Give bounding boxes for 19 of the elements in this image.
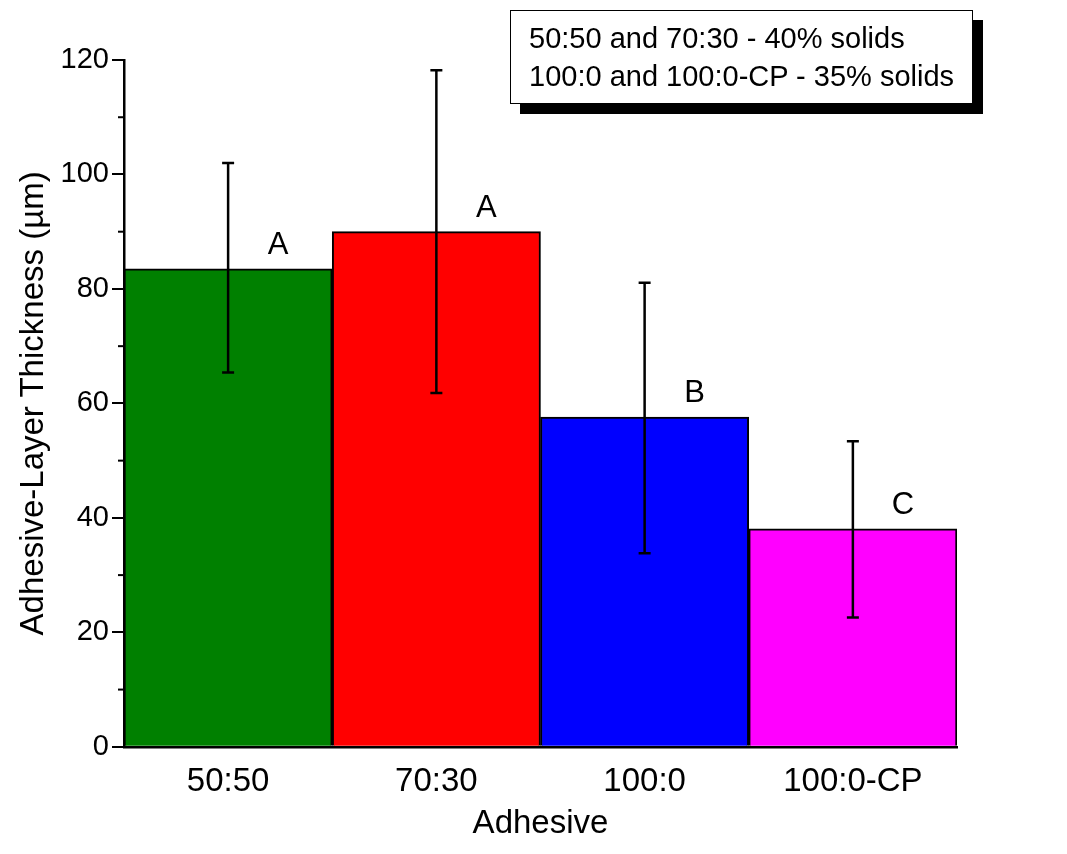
x-tick-label: 100:0-CP bbox=[783, 760, 923, 798]
y-tick-label: 20 bbox=[76, 614, 109, 647]
y-tick-label: 120 bbox=[60, 42, 109, 74]
text: 50:50 and 70:30 - 40% solids bbox=[529, 21, 906, 56]
annotation: A bbox=[476, 188, 498, 224]
y-tick-label: 80 bbox=[76, 270, 109, 303]
x-tick-label: 70:30 bbox=[395, 760, 478, 798]
x-tick-label: 100:0 bbox=[603, 760, 686, 798]
y-tick-label: 100 bbox=[60, 156, 109, 189]
y-tick-label: 60 bbox=[76, 385, 109, 418]
x-axis-title: Adhesive bbox=[472, 803, 609, 841]
x-tick-label: 50:50 bbox=[186, 760, 270, 798]
y-axis-title: Adhesive-Layer Thickness (µm) bbox=[12, 171, 50, 636]
y-tick-label: 0 bbox=[92, 728, 109, 761]
annotation: C bbox=[891, 485, 915, 521]
y-tick-label: 40 bbox=[76, 499, 109, 532]
annotation: B bbox=[684, 374, 705, 410]
annotation: A bbox=[267, 225, 289, 261]
annotation: 100:0 and 100:0-CP - 35% solids bbox=[529, 59, 955, 94]
